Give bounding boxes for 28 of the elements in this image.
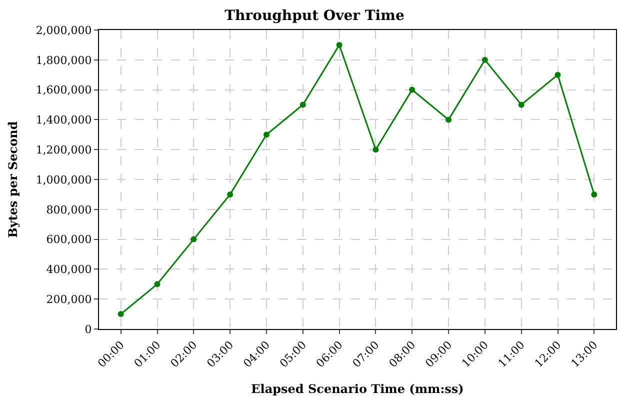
point	[154, 281, 160, 288]
y-tick-label: 1,600,000	[36, 84, 92, 97]
chart-title: Throughput Over Time	[224, 8, 404, 24]
y-tick-label: 1,000,000	[36, 173, 92, 186]
y-axis-title: Bytes per Second	[6, 120, 20, 238]
point	[118, 311, 124, 318]
point	[300, 102, 306, 108]
y-tick-label: 1,200,000	[36, 143, 92, 156]
point	[372, 146, 379, 153]
y-tick-label: 2,000,000	[36, 24, 92, 37]
point	[554, 72, 561, 78]
point	[409, 86, 416, 93]
y-tick-label: 1,800,000	[36, 54, 92, 67]
y-tick-label: 200,000	[46, 292, 92, 306]
point	[446, 116, 452, 123]
point	[591, 191, 598, 198]
point	[190, 236, 197, 242]
y-tick-label: 0	[84, 322, 92, 336]
point	[263, 132, 270, 138]
y-tick-label: 600,000	[46, 233, 92, 246]
point	[227, 191, 234, 198]
y-tick-label: 800,000	[46, 203, 92, 216]
y-tick-label: 1,400,000	[36, 114, 92, 127]
point	[518, 102, 524, 108]
point	[336, 42, 342, 48]
y-tick-label: 400,000	[46, 263, 92, 276]
point	[482, 56, 488, 63]
x-axis-title: Elapsed Scenario Time (mm:ss)	[251, 382, 464, 396]
